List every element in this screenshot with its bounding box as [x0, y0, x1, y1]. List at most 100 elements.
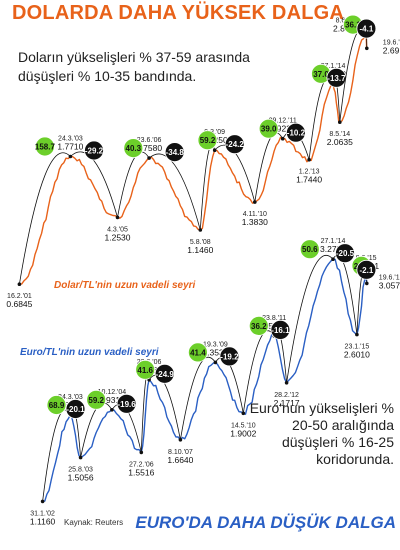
- usd-change-label: -24.2: [226, 140, 245, 149]
- eur-date-label: 27.2.'06: [129, 461, 154, 468]
- eur-fall-badge: [270, 319, 291, 340]
- usd-date-label: 29.12.'11: [269, 118, 297, 125]
- eur-fall-badge: [116, 393, 137, 414]
- eur-date-label: 25.8.'03: [68, 467, 93, 474]
- eur-change-label: -19.6: [117, 400, 136, 409]
- eur-value-label: 1.5056: [68, 473, 94, 483]
- usd-value-label: 1.9230: [270, 124, 296, 134]
- usd-change-label: -4.1: [360, 25, 374, 34]
- usd-date-label: 4.3.'05: [107, 226, 128, 233]
- eur-date-label: 8.10.'07: [168, 449, 193, 456]
- usd-change-arc: [148, 153, 201, 231]
- usd-value-label: 1.3830: [242, 217, 268, 227]
- usd-change-label: -13.7: [327, 74, 346, 83]
- title-top: DOLARDA DAHA YÜKSEK DALGA: [12, 2, 345, 24]
- eur-value-label: 3.2723: [320, 244, 346, 254]
- usd-change-label: 37.0: [313, 70, 329, 79]
- usd-fall-badge: [356, 18, 377, 39]
- usd-date-label: 9.3.'09: [204, 129, 225, 136]
- usd-change-label: -29.2: [85, 147, 104, 156]
- usd-value-label: 1.7440: [296, 175, 322, 185]
- usd-change-label: 40.3: [126, 144, 142, 153]
- usd-change-arc: [19, 152, 71, 285]
- eur-change-label: 68.9: [49, 401, 65, 410]
- eur-point-marker: [355, 332, 359, 337]
- eur-date-label: 19.3.'09: [203, 341, 228, 348]
- eur-change-arc: [180, 356, 216, 440]
- eur-date-label: 10.12.'04: [98, 389, 127, 396]
- usd-value-label: 0.6845: [6, 299, 32, 309]
- eur-date-label: 14.5.'10: [231, 422, 256, 429]
- usd-value-label: 1.2530: [105, 232, 131, 242]
- eur-rise-badge: [46, 395, 67, 415]
- title-bottom: EURO'DA DAHA DÜŞÜK DALGA: [135, 513, 396, 532]
- eur-change-label: 41.4: [190, 348, 206, 357]
- eur-value-label: 1.1160: [30, 516, 56, 526]
- eur-change-label: 41.6: [137, 366, 153, 375]
- eur-date-label: 23.1.'15: [345, 344, 370, 351]
- usd-value-label: 1.7710: [57, 142, 83, 152]
- usd-change-arc: [70, 151, 118, 218]
- eur-change-arc: [80, 402, 113, 458]
- usd-change-arc: [117, 151, 150, 218]
- usd-date-label: 27.1.'14: [321, 63, 346, 70]
- eur-rise-badge: [299, 239, 320, 260]
- usd-date-label: 16.2.'01: [7, 293, 32, 300]
- usd-fall-badge: [84, 140, 104, 161]
- eur-fall-badge: [65, 399, 86, 419]
- usd-value-label: 2.0635: [327, 137, 353, 147]
- eur-series-line: [42, 258, 368, 503]
- usd-date-label: 5.8.'08: [190, 239, 211, 246]
- usd-change-label: 39.0: [261, 125, 277, 134]
- eur-change-label: -16.1: [271, 326, 290, 335]
- eur-value-label: 2.3530: [202, 347, 228, 357]
- usd-change-arc: [254, 132, 284, 203]
- eur-fall-badge: [356, 259, 377, 280]
- eur-point-marker: [40, 499, 45, 504]
- eur-point-marker: [78, 455, 83, 460]
- eur-value-label: 2.1717: [274, 398, 300, 408]
- eur-value-label: 1.9310: [99, 395, 125, 405]
- eur-value-label: 1.9002: [230, 428, 256, 438]
- eur-change-label: -20.5: [336, 249, 355, 258]
- eur-date-label: 23.8.'11: [262, 315, 286, 322]
- usd-fall-badge: [164, 142, 185, 163]
- eur-fall-badge: [154, 363, 175, 384]
- usd-change-label: -10.2: [287, 129, 306, 138]
- eur-change-label: -20.1: [66, 405, 85, 414]
- eur-rise-badge: [187, 342, 208, 363]
- eur-change-arc: [148, 374, 181, 440]
- usd-date-label: 24.3.'03: [58, 136, 83, 143]
- eur-date-label: 24.3.'03: [58, 394, 83, 401]
- eur-date-label: 19.6.'15: [379, 274, 400, 281]
- usd-date-label: 23.6.'06: [137, 137, 162, 144]
- eur-fall-badge: [219, 346, 240, 367]
- description-bottom: Euro'nun yükselişleri % 20-50 aralığında…: [249, 400, 394, 467]
- usd-value-label: 2.6919: [383, 45, 400, 55]
- usd-rise-badge: [258, 118, 279, 139]
- eur-change-label: 50.6: [302, 245, 318, 254]
- usd-rise-badge: [197, 130, 218, 151]
- eur-value-label: 2.6010: [344, 350, 370, 360]
- eur-date-label: 31.1.'02: [30, 510, 55, 517]
- eur-change-arc: [286, 254, 334, 383]
- usd-change-label: 36.1: [345, 21, 361, 30]
- eur-rise-badge: [86, 389, 107, 410]
- eur-change-label: 36.2: [251, 322, 267, 331]
- usd-series-line: [19, 33, 368, 285]
- eur-value-label: 3.0571: [379, 280, 400, 290]
- usd-rise-badge: [35, 136, 55, 157]
- description-top: Doların yükselişleri % 37-59 arasında dü…: [18, 49, 250, 84]
- eur-date-label: 28.2.'12: [274, 392, 299, 399]
- usd-change-label: 59.2: [200, 136, 216, 145]
- eur-series-label: Euro/TL'nin uzun vadeli seyri: [20, 347, 159, 358]
- usd-series-label: Dolar/TL'nin uzun vadeli seyri: [54, 280, 196, 291]
- usd-rise-badge: [123, 138, 144, 159]
- usd-date-label: 1.2.'13: [299, 169, 320, 176]
- header-band: [0, 0, 400, 34]
- eur-date-label: 27.1.'14: [321, 238, 346, 245]
- eur-value-label: 1.5516: [128, 467, 154, 477]
- usd-change-label: -34.8: [166, 148, 185, 157]
- usd-value-label: 1.7580: [136, 143, 162, 153]
